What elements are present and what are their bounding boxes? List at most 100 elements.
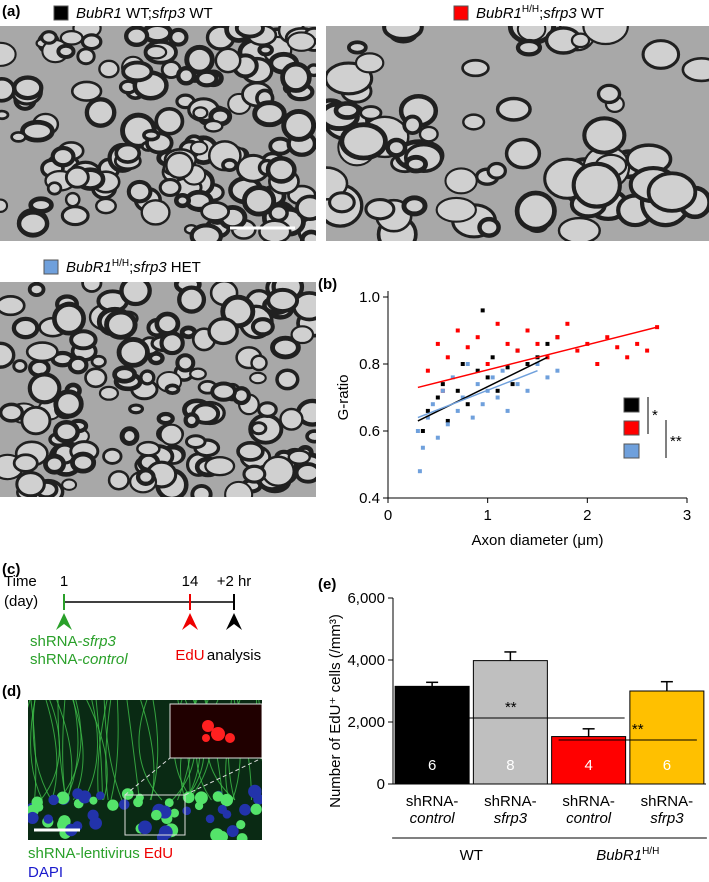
axon [11, 316, 40, 340]
axon [102, 447, 123, 465]
axon [221, 158, 239, 173]
nucleus [89, 816, 102, 830]
axon [98, 385, 120, 401]
axon [67, 355, 89, 375]
axon [20, 119, 55, 143]
x-tick-label: 1 [483, 507, 491, 524]
point [585, 341, 590, 346]
nucleus [164, 798, 174, 808]
nucleus [156, 831, 169, 840]
axon [28, 196, 54, 214]
axon [104, 309, 138, 340]
nucleus [182, 806, 192, 816]
axon [557, 216, 601, 241]
axon [25, 341, 59, 363]
fit-line [417, 356, 548, 422]
y-tick-label: 6,000 [347, 590, 385, 607]
axon [279, 407, 304, 431]
axon [158, 177, 182, 198]
axon [114, 142, 142, 164]
point [425, 368, 430, 373]
point [525, 362, 530, 366]
nucleus [151, 809, 162, 821]
axon [582, 26, 629, 46]
point [505, 341, 510, 346]
axon [0, 341, 16, 369]
nucleus [43, 814, 53, 824]
timeline-label: shRNA-sfrp3 [30, 633, 117, 650]
point [525, 388, 530, 393]
axon [236, 441, 265, 462]
y-axis-label: Number of EdU⁺ cells (/mm³) [327, 614, 344, 808]
axon [359, 105, 383, 121]
timeline-label: analysis [207, 647, 261, 664]
axon [16, 210, 50, 238]
legend-swatch [53, 5, 69, 21]
point [510, 382, 515, 387]
axon [10, 131, 27, 143]
nucleus [239, 803, 251, 816]
point [445, 422, 450, 427]
point [480, 308, 485, 313]
axon [116, 337, 150, 368]
point [425, 408, 430, 413]
axon [382, 26, 424, 41]
axon [164, 383, 181, 395]
legend-swatch [623, 397, 640, 413]
point [425, 415, 430, 420]
point [485, 375, 490, 380]
edu-cell [225, 733, 235, 743]
axon [241, 185, 277, 217]
inset-box [124, 794, 186, 836]
point [480, 402, 485, 407]
inset-guide [184, 757, 262, 796]
axon [444, 167, 478, 195]
bar [394, 685, 470, 785]
axon [12, 453, 39, 473]
timeline-title: Time [4, 573, 37, 590]
axon [98, 59, 120, 79]
legend-swatch [43, 259, 59, 275]
point [485, 362, 490, 366]
axon [190, 483, 213, 497]
x-tick-label: control [410, 810, 456, 827]
axon [200, 201, 231, 222]
nucleus [250, 803, 262, 815]
x-tick-label: shRNA- [406, 793, 459, 810]
neurite [97, 700, 108, 801]
axon [50, 145, 76, 168]
inset-guide [124, 757, 171, 796]
neurite [58, 700, 82, 801]
arrow [182, 613, 198, 630]
y-tick-label: 4,000 [347, 652, 385, 669]
axon [52, 302, 86, 336]
point [515, 348, 520, 353]
nucleus [118, 799, 130, 810]
axon [504, 137, 542, 170]
point [490, 355, 495, 360]
legend-text: BubR1 WT;sfrp3 WT [76, 5, 213, 22]
axon [294, 462, 316, 484]
point [605, 335, 610, 340]
axon [299, 229, 316, 241]
axon [385, 137, 408, 158]
axon [477, 216, 501, 238]
fluor-label: DAPI [28, 864, 63, 881]
axon [12, 359, 28, 373]
axon [90, 354, 107, 369]
significance: ** [632, 721, 644, 738]
axon [12, 75, 44, 101]
x-tick-label: sfrp3 [650, 810, 684, 827]
axon [305, 429, 316, 444]
axon [242, 464, 267, 484]
neurite [57, 700, 67, 801]
axon [183, 412, 200, 429]
edu-cell [211, 727, 225, 741]
axon [159, 331, 185, 356]
axon [249, 371, 267, 385]
axon [339, 122, 388, 161]
point [420, 445, 425, 450]
neurite [105, 700, 112, 801]
axon [270, 335, 301, 360]
panel-label: (b) [318, 276, 337, 293]
